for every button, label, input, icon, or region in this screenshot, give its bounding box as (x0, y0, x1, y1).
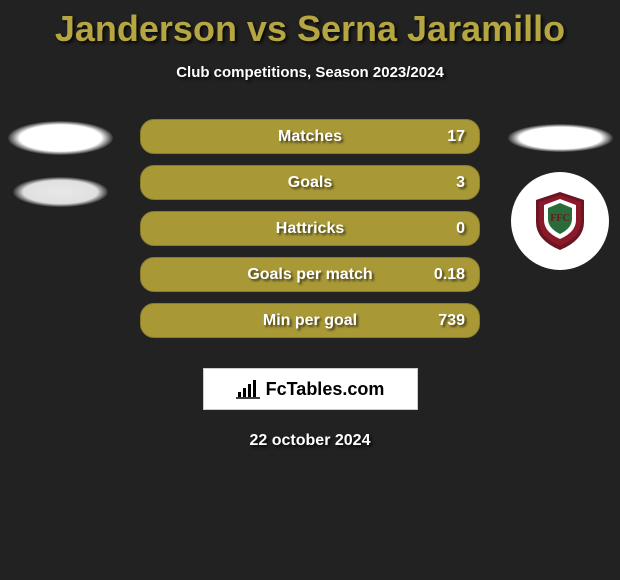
bar-chart-icon (236, 378, 262, 400)
stat-bar-matches: Matches 17 (140, 119, 480, 154)
brand-attribution[interactable]: FcTables.com (203, 368, 418, 410)
stat-label: Matches (278, 128, 342, 146)
club-crest: FFC (511, 172, 609, 270)
left-badges-col (0, 119, 120, 207)
stat-bar-gpm: Goals per match 0.18 (140, 257, 480, 292)
brand-logo: FcTables.com (236, 378, 385, 400)
stat-value: 739 (438, 312, 465, 330)
stat-bar-goals: Goals 3 (140, 165, 480, 200)
stat-value: 0.18 (434, 266, 465, 284)
player-badge-placeholder-3 (508, 124, 613, 152)
page-title: Janderson vs Serna Jaramillo (55, 8, 565, 50)
svg-text:FFC: FFC (550, 213, 569, 224)
stat-label: Hattricks (276, 220, 344, 238)
page-subtitle: Club competitions, Season 2023/2024 (176, 64, 444, 81)
brand-name: FcTables.com (266, 379, 385, 400)
stat-value: 17 (447, 128, 465, 146)
shield-icon: FFC (532, 190, 588, 252)
stat-value: 3 (456, 174, 465, 192)
player-badge-placeholder-2 (13, 177, 108, 207)
stat-bar-mpg: Min per goal 739 (140, 303, 480, 338)
player-badge-placeholder-1 (8, 121, 113, 155)
stat-label: Goals (288, 174, 332, 192)
stat-value: 0 (456, 220, 465, 238)
stats-column: Matches 17 Goals 3 Hattricks 0 Goals per… (140, 119, 480, 338)
stat-bar-hattricks: Hattricks 0 (140, 211, 480, 246)
stat-label: Goals per match (247, 266, 372, 284)
right-badges-col: FFC (500, 119, 620, 270)
stat-label: Min per goal (263, 312, 357, 330)
main-content: Matches 17 Goals 3 Hattricks 0 Goals per… (0, 119, 620, 338)
date-label: 22 october 2024 (250, 432, 371, 450)
